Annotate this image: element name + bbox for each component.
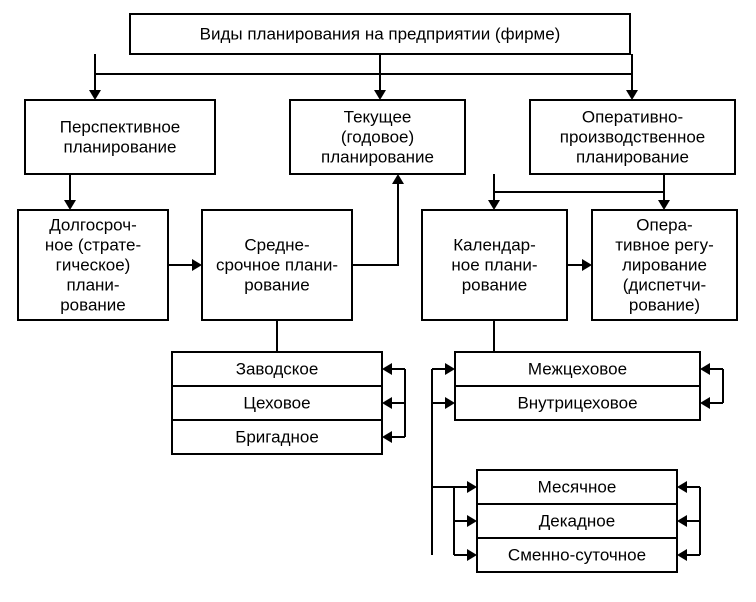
node-label: ное плани- bbox=[451, 255, 537, 274]
node-mid: Средне-срочное плани-рование bbox=[202, 210, 352, 320]
arrowhead bbox=[582, 259, 592, 271]
node-zavod: Заводское bbox=[172, 352, 382, 386]
node-label: рование bbox=[60, 295, 126, 314]
node-label: Перспективное bbox=[60, 117, 181, 136]
node-label: Оперативно- bbox=[582, 107, 683, 126]
arrowhead bbox=[467, 515, 477, 527]
node-label: Средне- bbox=[244, 235, 309, 254]
arrowhead bbox=[64, 200, 76, 210]
node-root: Виды планирования на предприятии (фирме) bbox=[130, 14, 630, 54]
node-label: Календар- bbox=[453, 235, 536, 254]
node-label: рование) bbox=[629, 295, 700, 314]
node-label: Сменно-суточное bbox=[508, 545, 646, 564]
node-label: планирование bbox=[63, 137, 176, 156]
node-label: Текущее bbox=[344, 107, 412, 126]
node-dek: Декадное bbox=[477, 504, 677, 538]
arrowhead bbox=[374, 90, 386, 100]
node-label: Заводское bbox=[236, 359, 319, 378]
arrowhead bbox=[392, 174, 404, 184]
arrowhead bbox=[700, 363, 710, 375]
arrowhead bbox=[488, 200, 500, 210]
node-label: срочное плани- bbox=[216, 255, 338, 274]
node-label: гическое) bbox=[56, 255, 131, 274]
arrowhead bbox=[467, 481, 477, 493]
node-label: Опера- bbox=[636, 215, 692, 234]
planning-flowchart: Виды планирования на предприятии (фирме)… bbox=[0, 0, 756, 602]
node-label: Виды планирования на предприятии (фирме) bbox=[200, 24, 561, 43]
arrowhead bbox=[677, 481, 687, 493]
node-smen: Сменно-суточное bbox=[477, 538, 677, 572]
node-mes: Месячное bbox=[477, 470, 677, 504]
arrowhead bbox=[382, 363, 392, 375]
node-vnutr: Внутрицеховое bbox=[455, 386, 700, 420]
node-label: плани- bbox=[66, 275, 119, 294]
node-reg: Опера-тивное регу-лирование(диспетчи-ров… bbox=[592, 210, 737, 320]
node-label: рование bbox=[244, 275, 310, 294]
node-label: планирование bbox=[321, 147, 434, 166]
node-tseh: Цеховое bbox=[172, 386, 382, 420]
node-label: (диспетчи- bbox=[623, 275, 706, 294]
node-label: тивное регу- bbox=[615, 235, 714, 254]
arrowhead bbox=[626, 90, 638, 100]
arrowhead bbox=[677, 549, 687, 561]
node-oper: Оперативно-производственноепланирование bbox=[530, 100, 735, 174]
node-label: планирование bbox=[576, 147, 689, 166]
node-persp: Перспективноепланирование bbox=[25, 100, 215, 174]
node-label: Долгосроч- bbox=[49, 215, 137, 234]
arrowhead bbox=[192, 259, 202, 271]
node-curr: Текущее(годовое)планирование bbox=[290, 100, 465, 174]
arrowhead bbox=[445, 363, 455, 375]
arrowhead bbox=[658, 200, 670, 210]
node-label: производственное bbox=[560, 127, 706, 146]
arrowhead bbox=[445, 397, 455, 409]
node-label: Цеховое bbox=[243, 393, 310, 412]
node-cal: Календар-ное плани-рование bbox=[422, 210, 567, 320]
node-label: Межцеховое bbox=[528, 359, 627, 378]
arrowhead bbox=[677, 515, 687, 527]
node-label: (годовое) bbox=[341, 127, 414, 146]
arrowhead bbox=[382, 397, 392, 409]
arrowhead bbox=[89, 90, 101, 100]
node-label: Внутрицеховое bbox=[517, 393, 637, 412]
nodes: Виды планирования на предприятии (фирме)… bbox=[18, 14, 737, 572]
node-label: лирование bbox=[622, 255, 707, 274]
arrowhead bbox=[382, 431, 392, 443]
arrowhead bbox=[700, 397, 710, 409]
node-label: Бригадное bbox=[235, 427, 319, 446]
node-brig: Бригадное bbox=[172, 420, 382, 454]
node-mezh: Межцеховое bbox=[455, 352, 700, 386]
node-label: Месячное bbox=[538, 477, 617, 496]
node-label: ное (страте- bbox=[45, 235, 141, 254]
node-long: Долгосроч-ное (страте-гическое)плани-ров… bbox=[18, 210, 168, 320]
node-label: Декадное bbox=[539, 511, 615, 530]
arrowhead bbox=[467, 549, 477, 561]
node-label: рование bbox=[462, 275, 528, 294]
